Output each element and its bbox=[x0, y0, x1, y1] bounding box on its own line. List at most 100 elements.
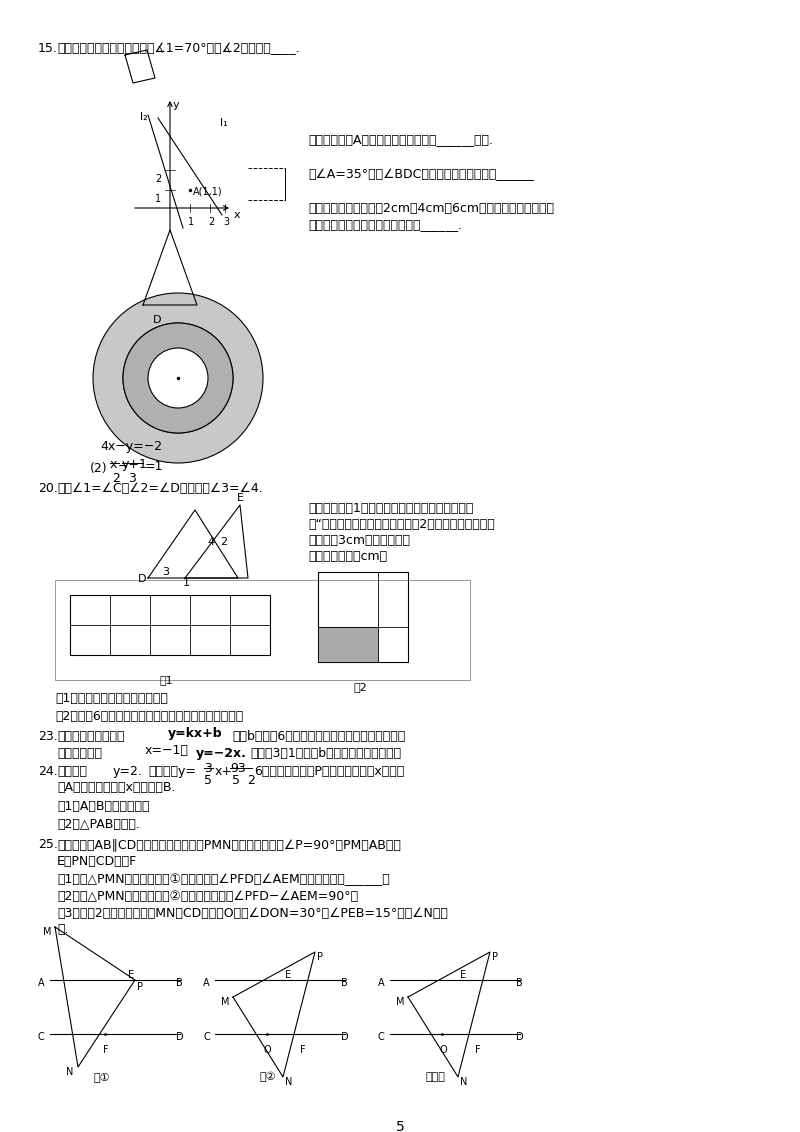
Text: D: D bbox=[138, 574, 146, 584]
Text: 24.: 24. bbox=[38, 765, 58, 778]
Text: 5: 5 bbox=[204, 774, 212, 787]
Text: x: x bbox=[234, 211, 241, 220]
Text: M: M bbox=[396, 997, 405, 1007]
Circle shape bbox=[93, 293, 263, 463]
Text: y=−2x.: y=−2x. bbox=[196, 747, 247, 760]
Text: 图2: 图2 bbox=[353, 681, 366, 692]
Text: ，∠A=35°，则∠BDC（小于平角）的度数为______: ，∠A=35°，则∠BDC（小于平角）的度数为______ bbox=[308, 168, 534, 181]
Text: 由里向外的半径依次是2cm，4cm，6cm将圆盘分为三部分，飞: 由里向外的半径依次是2cm，4cm，6cm将圆盘分为三部分，飞 bbox=[308, 201, 554, 215]
Text: E: E bbox=[237, 494, 244, 503]
Text: C: C bbox=[38, 1032, 45, 1041]
Text: x: x bbox=[110, 458, 118, 471]
Text: A: A bbox=[38, 978, 45, 988]
Text: P: P bbox=[317, 952, 323, 962]
Text: F: F bbox=[300, 1045, 306, 1055]
Text: 4x−y=−2: 4x−y=−2 bbox=[100, 440, 162, 453]
Text: ；边长为3cm的小正方形！: ；边长为3cm的小正方形！ bbox=[308, 534, 410, 547]
Text: 23.: 23. bbox=[38, 730, 58, 743]
Text: （2）销售6个排球的利润与销售几个篮球的利润相等？: （2）销售6个排球的利润与销售几个篮球的利润相等？ bbox=[55, 710, 243, 723]
Text: （3）在（2）的条件下，若MN与CD交于点O，且∠DON=30°，∠PEB=15°，求∠N的度: （3）在（2）的条件下，若MN与CD交于点O，且∠DON=30°，∠PEB=15… bbox=[57, 907, 448, 920]
Bar bbox=[318, 627, 378, 662]
Text: 如图折叠一张矩形纸片，已知∡1=70°，则∡2的度数是____.: 如图折叠一张矩形纸片，已知∡1=70°，则∡2的度数是____. bbox=[57, 42, 300, 55]
Text: （1）A，B两点的坐标；: （1）A，B两点的坐标； bbox=[57, 800, 150, 813]
Text: 93: 93 bbox=[230, 762, 246, 775]
Circle shape bbox=[123, 323, 233, 434]
Text: A(1,1): A(1,1) bbox=[193, 187, 222, 197]
Text: （2）△PAB的面积.: （2）△PAB的面积. bbox=[57, 818, 140, 831]
Text: 的长方形如图1那样，恰好可以拼成一个大的长方: 的长方形如图1那样，恰好可以拼成一个大的长方 bbox=[308, 501, 474, 515]
Text: 两条直线y=: 两条直线y= bbox=[148, 765, 196, 778]
Text: l₂: l₂ bbox=[140, 112, 148, 122]
Text: 备用图: 备用图 bbox=[425, 1072, 445, 1082]
Text: D: D bbox=[176, 1032, 184, 1041]
Text: 2: 2 bbox=[220, 537, 227, 547]
Text: 那么飞镌落在阴影圆环内的概率是______.: 那么飞镌落在阴影圆环内的概率是______. bbox=[308, 218, 462, 231]
Text: x+: x+ bbox=[215, 765, 233, 778]
Bar bbox=[318, 572, 408, 662]
Text: D: D bbox=[153, 315, 162, 325]
Text: E: E bbox=[128, 970, 134, 980]
Text: （1）购进篮球和排球各多少个？: （1）购进篮球和排球各多少个？ bbox=[55, 692, 168, 705]
Text: O: O bbox=[264, 1045, 272, 1055]
Text: 25.: 25. bbox=[38, 838, 58, 851]
Bar bbox=[318, 627, 408, 662]
Text: 已知∠1=∠C，∠2=∠D，求证：∠3=∠4.: 已知∠1=∠C，∠2=∠D，求证：∠3=∠4. bbox=[57, 482, 262, 495]
Text: F: F bbox=[103, 1045, 109, 1055]
Text: 上点（3，1），则b的正确值应该是多少？: 上点（3，1），则b的正确值应该是多少？ bbox=[250, 747, 401, 760]
Text: （2）当△PMN所放位置如图②所示时，求证：∠PFD−∠AEM=90°；: （2）当△PMN所放位置如图②所示时，求证：∠PFD−∠AEM=90°； bbox=[57, 890, 358, 903]
Text: 数.: 数. bbox=[57, 923, 69, 936]
Text: D: D bbox=[341, 1032, 349, 1041]
Text: 15.: 15. bbox=[38, 42, 58, 55]
Text: 5  2: 5 2 bbox=[232, 774, 256, 787]
Text: 2: 2 bbox=[155, 174, 162, 185]
Text: 在直角坐: 在直角坐 bbox=[57, 765, 87, 778]
Bar bbox=[318, 572, 378, 627]
Text: 1: 1 bbox=[188, 217, 194, 228]
Text: 错把b看成了6，其余的解题过程没有出错，解得此: 错把b看成了6，其余的解题过程没有出错，解得此 bbox=[232, 730, 406, 743]
Text: P: P bbox=[137, 981, 143, 992]
Circle shape bbox=[148, 348, 208, 408]
Text: =1: =1 bbox=[145, 460, 163, 473]
Text: y=2.: y=2. bbox=[113, 765, 143, 778]
Text: B: B bbox=[341, 978, 348, 988]
Text: 图①: 图① bbox=[94, 1072, 110, 1082]
Text: y: y bbox=[173, 100, 180, 110]
Text: 1: 1 bbox=[155, 194, 161, 204]
Text: 图1: 图1 bbox=[160, 675, 174, 685]
Text: 2: 2 bbox=[208, 217, 214, 228]
Text: 点A，第二条直线与x轴交于点B.: 点A，第二条直线与x轴交于点B. bbox=[57, 781, 175, 794]
Text: y=kx+b: y=kx+b bbox=[168, 727, 222, 740]
Bar bbox=[55, 580, 470, 680]
Bar bbox=[70, 595, 270, 655]
Text: 6，它们的交点为P，第一条直线与x轴交于: 6，它们的交点为P，第一条直线与x轴交于 bbox=[254, 765, 404, 778]
Text: M: M bbox=[43, 927, 51, 937]
Text: O: O bbox=[439, 1045, 446, 1055]
Text: 观察图象，点A的坐标可以看作方程组______的解.: 观察图象，点A的坐标可以看作方程组______的解. bbox=[308, 132, 493, 146]
Text: 3: 3 bbox=[223, 217, 229, 228]
Text: D: D bbox=[516, 1032, 524, 1041]
Text: 1: 1 bbox=[183, 578, 190, 588]
Text: 3: 3 bbox=[204, 762, 212, 775]
Text: 2: 2 bbox=[112, 472, 120, 484]
Text: l₁: l₁ bbox=[220, 118, 228, 128]
Text: 4: 4 bbox=[207, 537, 214, 547]
Text: E，PN交CD于点F: E，PN交CD于点F bbox=[57, 855, 138, 868]
Text: M: M bbox=[221, 997, 230, 1007]
Text: F: F bbox=[475, 1045, 481, 1055]
Text: N: N bbox=[285, 1077, 292, 1087]
Text: B: B bbox=[176, 978, 182, 988]
Text: B: B bbox=[516, 978, 522, 988]
Text: 小明同学在解方程组: 小明同学在解方程组 bbox=[57, 730, 125, 743]
Text: x=−1直: x=−1直 bbox=[145, 744, 189, 757]
Text: y+1: y+1 bbox=[122, 458, 148, 471]
Text: 3: 3 bbox=[128, 472, 136, 484]
Text: 长宽分别是多少cm？: 长宽分别是多少cm？ bbox=[308, 550, 387, 563]
Text: 5: 5 bbox=[396, 1120, 404, 1132]
Text: 图②: 图② bbox=[259, 1072, 276, 1082]
Text: A: A bbox=[203, 978, 210, 988]
Text: (2): (2) bbox=[90, 462, 108, 475]
Circle shape bbox=[123, 323, 233, 434]
Text: C: C bbox=[378, 1032, 385, 1041]
Text: （1）当△PMN所放位置如图①所示时，则∠PFD与∠AEM的数量关系为______；: （1）当△PMN所放位置如图①所示时，则∠PFD与∠AEM的数量关系为_____… bbox=[57, 873, 390, 886]
Text: A: A bbox=[378, 978, 385, 988]
